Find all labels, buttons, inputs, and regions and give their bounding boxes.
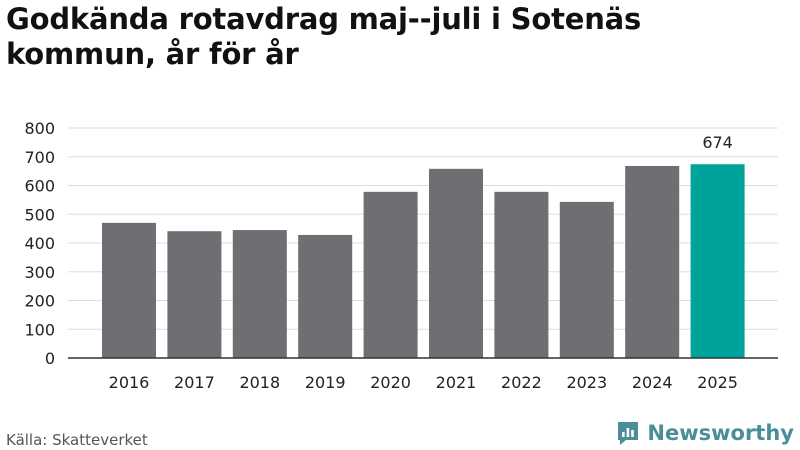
x-tick-label: 2024 [632,373,673,392]
x-axis-ticks: 2016 2017 2018 2019 2020 2021 2022 2023 2024 2025 [109,373,738,392]
bar-2021 [429,168,483,358]
brand[interactable]: Newsworthy [616,420,794,446]
x-tick-label: 2023 [566,373,607,392]
y-tick-label: 400 [24,234,55,253]
bar-2019 [298,234,353,358]
y-tick-label: 700 [24,148,55,167]
data-labels: 674 [702,133,733,152]
y-tick-label: 100 [24,320,55,339]
brand-name: Newsworthy [647,421,794,445]
bar-2023 [559,201,614,358]
bar-2020 [363,191,418,358]
x-tick-label: 2020 [370,373,411,392]
bars [102,164,745,358]
y-tick-label: 300 [24,263,55,282]
bar-2017 [167,231,222,358]
newsworthy-logo-icon [618,422,639,445]
y-tick-label: 600 [24,177,55,196]
bar-2016 [102,222,156,358]
chart-title: Godkända rotavdrag maj--juli i Sotenäs k… [6,2,642,71]
x-tick-label: 2016 [109,373,150,392]
y-tick-label: 200 [24,292,55,311]
y-axis-ticks: 0 100 200 300 400 500 600 700 800 [24,119,55,368]
bar-2025 [690,164,745,358]
y-tick-label: 0 [45,349,55,368]
bar-2022 [494,191,549,358]
source-note: Källa: Skatteverket [6,431,148,449]
data-label-2025: 674 [702,133,733,152]
bar-2018 [232,230,287,358]
x-tick-label: 2022 [501,373,542,392]
x-tick-label: 2018 [239,373,280,392]
x-tick-label: 2017 [174,373,215,392]
x-tick-label: 2021 [436,373,477,392]
x-tick-label: 2019 [305,373,346,392]
bar-2024 [625,165,680,358]
y-tick-label: 800 [24,119,55,138]
x-tick-label: 2025 [697,373,738,392]
y-tick-label: 500 [24,205,55,224]
